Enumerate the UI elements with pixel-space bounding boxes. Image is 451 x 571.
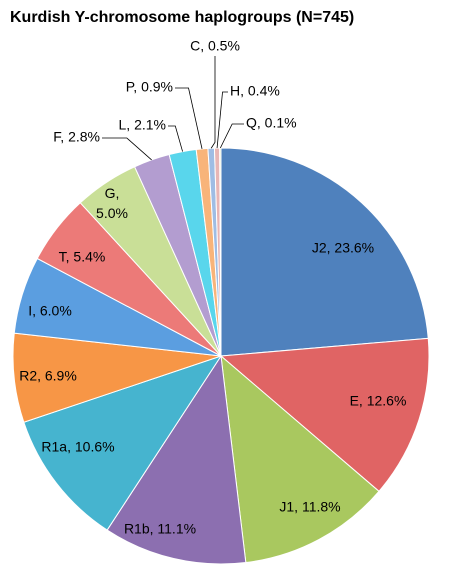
pie-slice [220,354,380,564]
leader-line [216,91,228,149]
data-label: J1, 11.8% [279,499,340,515]
data-label: T, 5.4% [59,249,106,265]
data-label: L, 2.1% [119,117,166,133]
leader-line [102,137,152,161]
pie-slice [220,147,429,357]
data-label: E, 12.6% [350,393,407,409]
data-label-line: 5.0% [96,205,128,221]
data-label: R2, 6.9% [19,368,77,384]
leader-line [210,56,216,149]
data-label: P, 0.9% [126,79,173,95]
data-label: F, 2.8% [53,129,100,145]
data-label: R1a, 10.6% [41,439,114,455]
data-label: C, 0.5% [190,38,240,54]
data-label: Q, 0.1% [246,115,297,131]
chart-title: Kurdish Y-chromosome haplogroups (N=745) [10,9,354,26]
pie-slice [23,355,223,531]
pie-slice [106,354,247,565]
data-label: R1b, 11.1% [124,521,196,537]
leader-line [175,87,203,149]
pie-slice [219,337,430,493]
data-label: I, 6.0% [28,303,72,319]
data-label: J2, 23.6% [312,240,374,256]
data-label-line: G, [105,185,120,201]
pie-slice [219,147,222,357]
leader-line [168,125,183,152]
leader-line [219,123,244,149]
data-label: H, 0.4% [230,83,280,99]
data-label: G, 5.0% [96,185,128,221]
